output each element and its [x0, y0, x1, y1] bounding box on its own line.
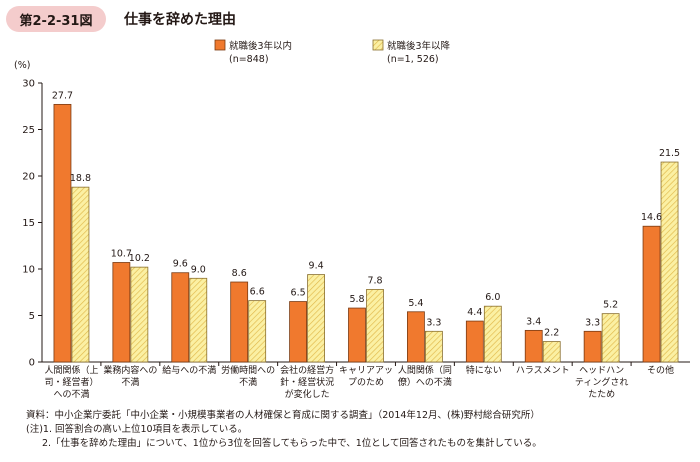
data-label: 9.0 [191, 264, 206, 275]
x-tick-label: 人間関係（同 [398, 365, 452, 376]
bar-series2 [248, 300, 267, 363]
y-tick-label: 20 [22, 172, 35, 183]
bar-series2 [130, 266, 149, 363]
figure-title: 仕事を辞めた理由 [124, 12, 236, 28]
x-tick-label: 不満 [239, 377, 257, 388]
data-label: 27.7 [52, 90, 73, 101]
x-tick-label: ティングされ [575, 376, 628, 388]
legend-series2-n: (n=1, 526) [387, 54, 439, 65]
x-tick-label: たため [588, 389, 615, 400]
data-label: 7.8 [367, 275, 382, 286]
x-tick-label: 業務内容への [103, 364, 157, 376]
data-label: 5.2 [603, 300, 618, 311]
y-tick-label: 5 [29, 311, 35, 322]
bar-series1 [407, 311, 425, 363]
y-tick-label: 30 [22, 79, 35, 90]
figure-label: 第2-2-31図 [6, 6, 106, 32]
x-tick-label: が変化した [285, 388, 330, 400]
data-label: 8.6 [232, 268, 247, 279]
x-tick-label: 不満 [121, 377, 139, 388]
x-tick-label: 特にない [466, 364, 502, 376]
data-label: 9.6 [173, 259, 188, 270]
data-label: 4.4 [467, 307, 482, 318]
bar-chart: 0 5 10 15 20 25 30 (%) 27.7 18.8 人間関係（上司・経営者）への不満… [14, 39, 690, 400]
notes: 資料：中小企業庁委託「中小企業・小規模事業者の人材確保と育成に関する調査」（20… [26, 409, 542, 451]
x-tick-label: 会社の経営方 [280, 364, 334, 376]
data-label: 5.4 [408, 298, 423, 309]
bar-series1 [348, 307, 366, 363]
data-label: 14.6 [641, 212, 662, 223]
data-label: 10.7 [111, 248, 132, 259]
data-label: 9.4 [309, 261, 324, 272]
bar-series1 [465, 320, 484, 363]
bar-series2 [366, 289, 384, 363]
bar-series1 [53, 103, 72, 363]
data-label: 3.3 [426, 317, 441, 328]
bar-series2 [660, 161, 679, 363]
y-tick-label: 10 [22, 265, 35, 276]
bar-series1 [171, 272, 190, 363]
data-label: 6.5 [291, 288, 306, 299]
data-label: 6.6 [250, 287, 265, 298]
bar-series2 [483, 305, 502, 363]
bar-series2 [189, 277, 208, 363]
x-tick-label: 司・経営者） [44, 376, 98, 388]
data-label: 10.2 [129, 253, 150, 264]
x-tick-label: プのため [348, 377, 384, 388]
bar-series2 [425, 330, 443, 363]
bar-series2 [71, 186, 90, 363]
data-label: 5.8 [349, 294, 364, 305]
y-tick-label: 0 [29, 358, 35, 369]
y-tick-label: 25 [22, 125, 35, 136]
bar-series1 [524, 329, 543, 363]
data-label: 21.5 [659, 148, 680, 159]
x-tick-label: ハラスメント [516, 365, 570, 376]
legend-series2-swatch [372, 39, 384, 51]
y-tick-label: 15 [22, 218, 35, 229]
bar-series1 [642, 225, 661, 363]
bar-series1 [230, 281, 249, 363]
x-tick-label: 給与への不満 [162, 364, 216, 376]
bar-series2 [542, 341, 561, 363]
legend-series2-label: 就職後3年以降 [387, 40, 451, 52]
x-tick-label: 人間関係（上 [44, 365, 98, 376]
legend-series1-n: (n=848) [229, 54, 269, 65]
y-axis-unit-label: (%) [14, 60, 30, 71]
bar-series2 [601, 313, 620, 363]
note-1: (注)1. 回答割合の高い上位10項目を表示している。 [26, 424, 248, 435]
x-tick-label: 僚）への不満 [398, 376, 452, 388]
bar-series1 [289, 301, 307, 363]
x-tick-label: への不満 [53, 389, 89, 400]
x-tick-label: 労働時間への [221, 364, 275, 376]
bar-series1 [112, 262, 131, 363]
legend-series1-swatch [214, 39, 226, 51]
data-label: 3.4 [526, 316, 541, 327]
data-label: 2.2 [544, 328, 559, 339]
x-tick-label: 針・経営状況 [280, 376, 334, 388]
x-tick-label: キャリアアッ [339, 366, 393, 376]
bar-series2 [307, 274, 325, 363]
source-note: 資料：中小企業庁委託「中小企業・小規模事業者の人材確保と育成に関する調査」（20… [26, 410, 540, 421]
data-label: 6.0 [485, 292, 500, 303]
data-label: 3.3 [585, 317, 600, 328]
note-2: 2.「仕事を辞めた理由」について、1位から3位を回答してもらった中で、1位として… [42, 438, 542, 449]
data-label: 18.8 [70, 173, 91, 184]
x-tick-label: ヘッドハン [579, 366, 624, 376]
legend-series1-label: 就職後3年以内 [229, 40, 292, 52]
bar-series1 [583, 330, 602, 363]
x-tick-label: その他 [647, 364, 674, 376]
